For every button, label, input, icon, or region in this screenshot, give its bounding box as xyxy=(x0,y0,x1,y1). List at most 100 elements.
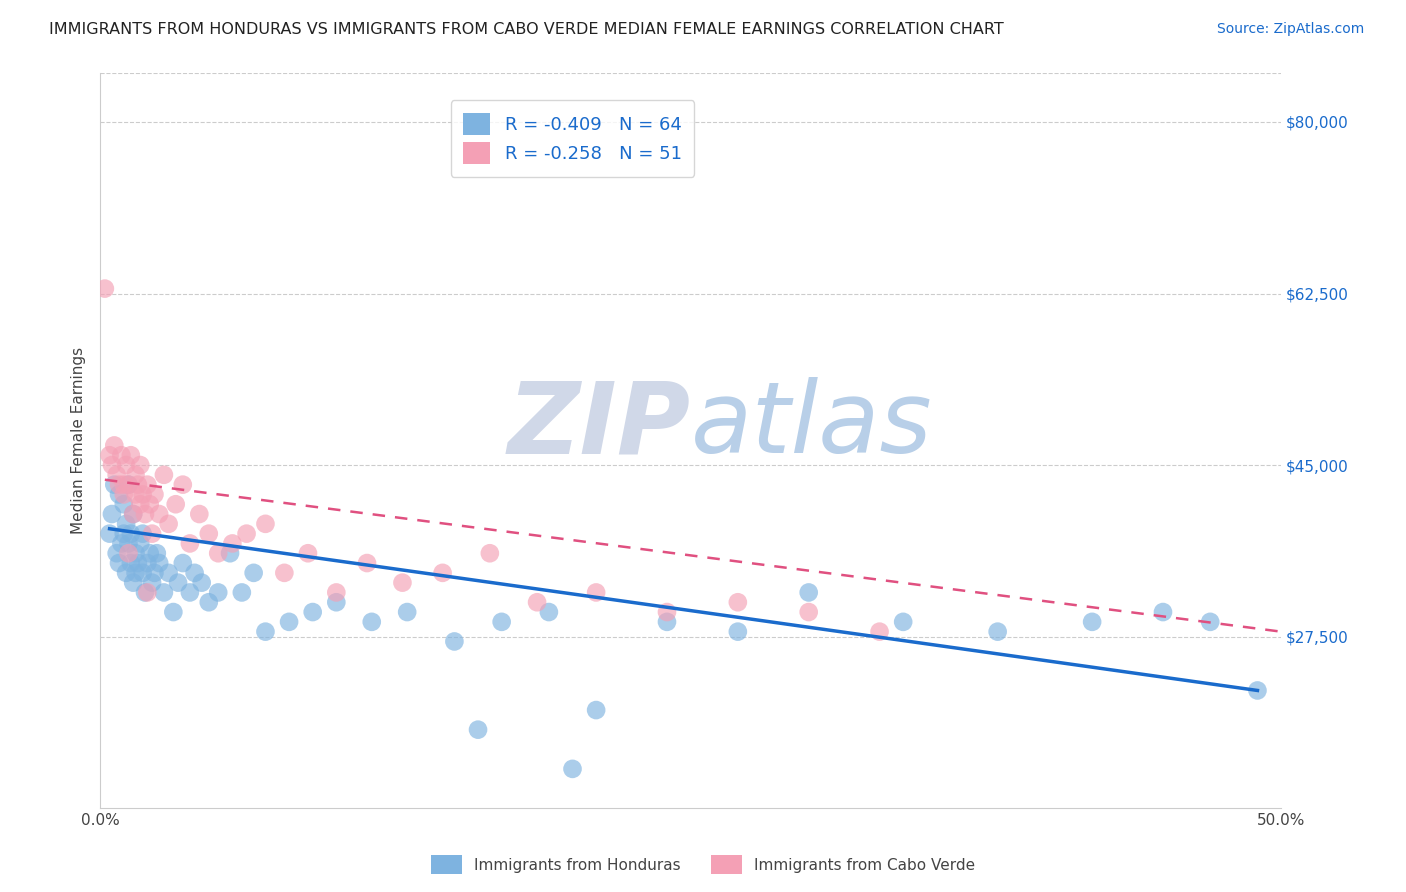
Point xyxy=(148,507,170,521)
Point xyxy=(153,585,176,599)
Point xyxy=(122,575,145,590)
Point xyxy=(117,546,139,560)
Point xyxy=(891,615,914,629)
Y-axis label: Median Female Earnings: Median Female Earnings xyxy=(72,347,86,534)
Point xyxy=(1081,615,1104,629)
Point xyxy=(136,585,159,599)
Point xyxy=(561,762,583,776)
Point xyxy=(124,566,146,580)
Point xyxy=(115,566,138,580)
Point xyxy=(134,585,156,599)
Point xyxy=(585,703,607,717)
Point xyxy=(478,546,501,560)
Point xyxy=(94,282,117,296)
Point xyxy=(141,526,163,541)
Point xyxy=(1199,615,1222,629)
Point xyxy=(197,595,219,609)
Point xyxy=(141,575,163,590)
Point xyxy=(108,487,131,501)
Point xyxy=(122,507,145,521)
Point xyxy=(172,556,194,570)
Text: atlas: atlas xyxy=(690,377,932,475)
Point xyxy=(325,595,347,609)
Point xyxy=(120,526,142,541)
Point xyxy=(172,477,194,491)
Point xyxy=(219,546,242,560)
Point xyxy=(138,497,160,511)
Text: IMMIGRANTS FROM HONDURAS VS IMMIGRANTS FROM CABO VERDE MEDIAN FEMALE EARNINGS CO: IMMIGRANTS FROM HONDURAS VS IMMIGRANTS F… xyxy=(49,22,1004,37)
Point xyxy=(396,605,419,619)
Point xyxy=(143,487,166,501)
Point xyxy=(797,585,820,599)
Point xyxy=(101,507,124,521)
Point xyxy=(98,448,121,462)
Point xyxy=(467,723,489,737)
Point xyxy=(797,605,820,619)
Point xyxy=(254,624,277,639)
Point xyxy=(360,615,382,629)
Text: ZIP: ZIP xyxy=(508,377,690,475)
Point xyxy=(98,526,121,541)
Point xyxy=(153,467,176,482)
Point xyxy=(112,487,135,501)
Point xyxy=(165,497,187,511)
Point xyxy=(131,566,153,580)
Point xyxy=(391,575,413,590)
Point xyxy=(432,566,454,580)
Point xyxy=(117,536,139,550)
Text: Source: ZipAtlas.com: Source: ZipAtlas.com xyxy=(1216,22,1364,37)
Point xyxy=(585,585,607,599)
Point xyxy=(143,566,166,580)
Point xyxy=(103,477,125,491)
Point xyxy=(148,556,170,570)
Point xyxy=(110,536,132,550)
Point xyxy=(124,546,146,560)
Point xyxy=(129,536,152,550)
Point xyxy=(138,546,160,560)
Point xyxy=(162,605,184,619)
Point xyxy=(207,585,229,599)
Point xyxy=(117,477,139,491)
Legend: Immigrants from Honduras, Immigrants from Cabo Verde: Immigrants from Honduras, Immigrants fro… xyxy=(425,849,981,880)
Point xyxy=(117,477,139,491)
Point xyxy=(157,516,180,531)
Point xyxy=(655,615,678,629)
Point xyxy=(231,585,253,599)
Point xyxy=(491,615,513,629)
Point xyxy=(136,477,159,491)
Point xyxy=(124,487,146,501)
Point xyxy=(129,497,152,511)
Point xyxy=(1152,605,1174,619)
Point xyxy=(124,467,146,482)
Point xyxy=(127,556,149,570)
Point xyxy=(101,458,124,472)
Point xyxy=(127,477,149,491)
Point xyxy=(443,634,465,648)
Point xyxy=(157,566,180,580)
Point xyxy=(188,507,211,521)
Point xyxy=(869,624,891,639)
Point xyxy=(179,585,201,599)
Point xyxy=(120,556,142,570)
Point xyxy=(120,448,142,462)
Point xyxy=(242,566,264,580)
Point xyxy=(297,546,319,560)
Point xyxy=(112,526,135,541)
Point xyxy=(273,566,295,580)
Point xyxy=(136,556,159,570)
Point xyxy=(987,624,1010,639)
Point xyxy=(301,605,323,619)
Point xyxy=(167,575,190,590)
Point xyxy=(183,566,205,580)
Point xyxy=(122,507,145,521)
Point xyxy=(112,477,135,491)
Point xyxy=(1246,683,1268,698)
Point xyxy=(110,448,132,462)
Point xyxy=(655,605,678,619)
Point xyxy=(179,536,201,550)
Point xyxy=(221,536,243,550)
Point xyxy=(207,546,229,560)
Point xyxy=(131,526,153,541)
Point xyxy=(526,595,548,609)
Point xyxy=(134,507,156,521)
